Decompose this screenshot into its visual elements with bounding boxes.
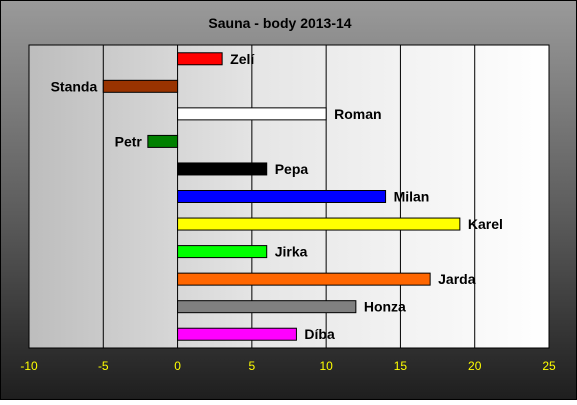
bar-label-karel: Karel bbox=[468, 216, 503, 232]
bar-standa bbox=[102, 79, 179, 93]
x-tick-label-4: 10 bbox=[319, 359, 333, 373]
bar-milan bbox=[177, 190, 387, 203]
bar-label-zeli: Zelí bbox=[230, 51, 255, 67]
x-tick-label-3: 5 bbox=[249, 359, 256, 373]
bar-diba bbox=[177, 327, 297, 341]
x-tick-label-0: -10 bbox=[20, 359, 38, 373]
x-tick-label-7: 25 bbox=[542, 359, 556, 373]
bar-label-honza: Honza bbox=[364, 299, 406, 315]
bar-zeli bbox=[177, 52, 223, 66]
bar-label-jirka: Jirka bbox=[275, 244, 308, 260]
bar-label-diba: Díba bbox=[304, 326, 335, 342]
bar-pepa bbox=[177, 162, 268, 176]
x-tick-label-2: 0 bbox=[174, 359, 181, 373]
bar-karel bbox=[177, 217, 461, 231]
bar-label-jarda: Jarda bbox=[438, 271, 476, 287]
bar-honza bbox=[177, 300, 357, 314]
bar-label-petr: Petr bbox=[115, 133, 143, 149]
chart-title: Sauna - body 2013-14 bbox=[208, 15, 351, 31]
x-tick-label-6: 20 bbox=[468, 359, 482, 373]
x-tick-label-1: -5 bbox=[98, 359, 109, 373]
bar-petr bbox=[147, 134, 179, 148]
bar-label-roman: Roman bbox=[334, 106, 381, 122]
bar-label-pepa: Pepa bbox=[275, 161, 309, 177]
bar-labels: Zelí Standa Roman Petr Pepa Milan Karel Jirka Ja… bbox=[51, 51, 503, 342]
x-axis-ticks: -10 -5 0 5 10 15 20 25 bbox=[20, 359, 556, 373]
bar-roman bbox=[177, 107, 327, 121]
bars bbox=[102, 52, 461, 341]
x-tick-label-5: 15 bbox=[394, 359, 408, 373]
bar-label-milan: Milan bbox=[394, 189, 430, 205]
bar-jirka bbox=[177, 245, 268, 259]
bar-jarda bbox=[177, 272, 431, 286]
bar-label-standa: Standa bbox=[51, 78, 98, 94]
